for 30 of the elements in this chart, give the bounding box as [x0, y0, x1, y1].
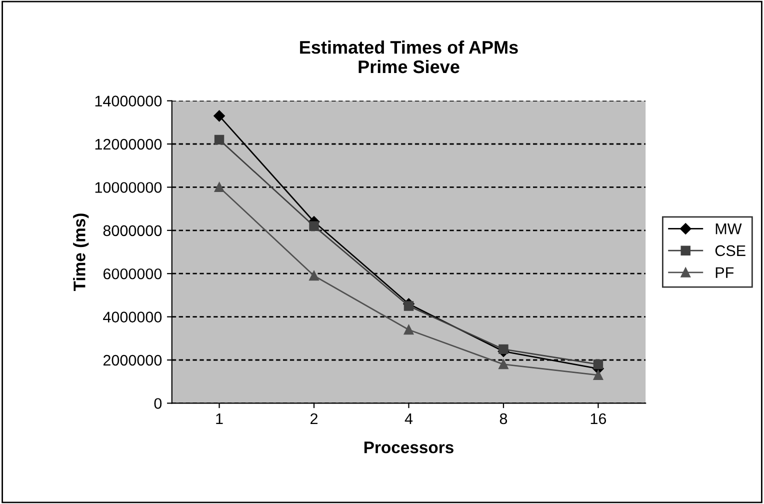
x-tick-label: 16 — [590, 413, 606, 424]
point — [498, 344, 508, 354]
y-tick-label: 14000000 — [95, 96, 162, 106]
y-tick-label: 6000000 — [103, 268, 162, 280]
point — [309, 270, 319, 281]
point — [404, 301, 414, 311]
point — [593, 359, 604, 370]
point — [214, 134, 224, 145]
point — [214, 182, 224, 192]
point — [593, 370, 604, 380]
y-tick-label: 8000000 — [103, 225, 162, 236]
x-tick-label: 4 — [404, 413, 413, 424]
x-tick-label: 8 — [500, 413, 508, 424]
y-tick-label: 12000000 — [95, 138, 162, 150]
legend-label: CSE — [715, 245, 746, 256]
chart-title: Estimated Times of APMs Prime Sieve — [300, 40, 518, 74]
point — [309, 221, 319, 231]
x-tick-label: 1 — [216, 413, 223, 424]
point — [498, 359, 508, 370]
x-axis-title: Processors — [364, 442, 454, 454]
point — [404, 324, 414, 335]
point — [214, 110, 225, 122]
legend-label: MW — [716, 224, 742, 234]
y-tick-label: 0 — [154, 398, 162, 409]
x-tick-label: 2 — [310, 413, 318, 424]
y-axis-title: Time (ms) — [73, 214, 89, 292]
y-tick-label: 4000000 — [103, 312, 162, 322]
y-tick-label: 2000000 — [103, 354, 162, 366]
legend-label: PF — [716, 267, 734, 278]
y-tick-label: 10000000 — [95, 182, 162, 193]
